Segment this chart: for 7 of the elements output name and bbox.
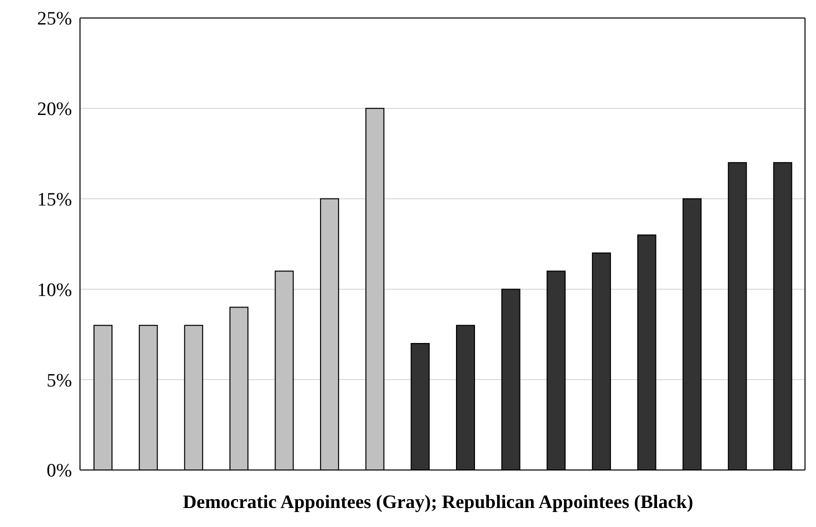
- y-tick-label: 5%: [46, 370, 72, 392]
- y-tick-label: 25%: [37, 8, 72, 30]
- y-tick-label: 15%: [37, 190, 72, 211]
- y-tick-label: 0%: [46, 460, 72, 482]
- x-axis-title: Democratic Appointees (Gray); Republican Appointees (Black): [182, 492, 694, 514]
- y-tick-label: 10%: [37, 280, 72, 301]
- y-tick-label: 20%: [37, 99, 72, 120]
